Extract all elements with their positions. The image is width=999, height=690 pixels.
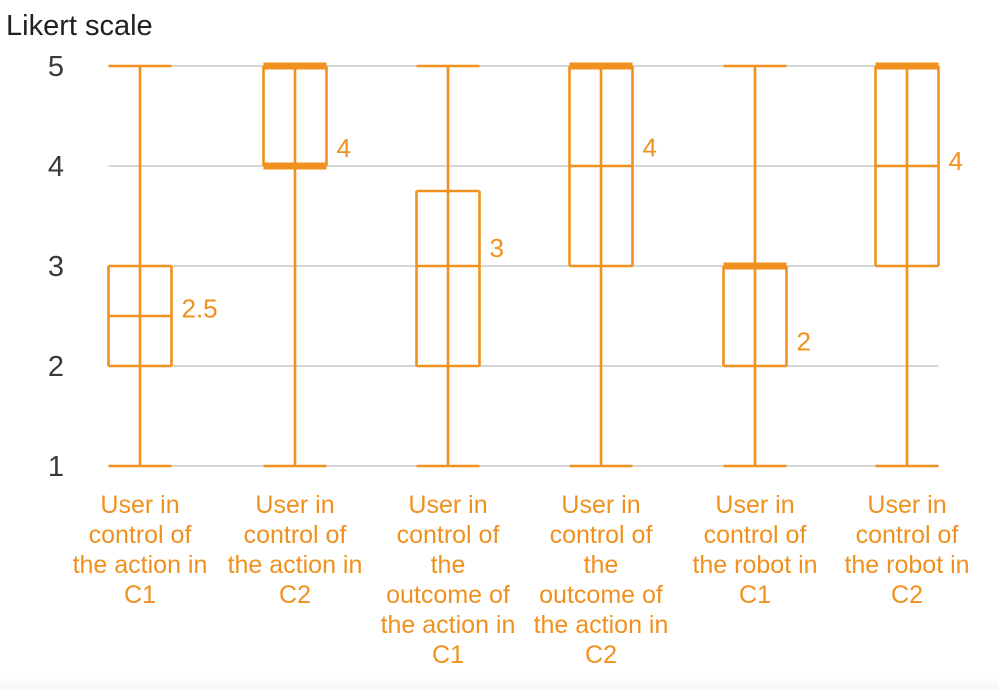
svg-text:3: 3 [48,251,64,283]
svg-text:1: 1 [48,451,64,483]
svg-text:4: 4 [48,151,64,183]
svg-text:2.5: 2.5 [182,294,218,324]
svg-text:4: 4 [643,132,657,162]
svg-text:4: 4 [337,133,351,163]
svg-text:3: 3 [490,233,504,263]
svg-text:2: 2 [48,351,64,383]
svg-text:2: 2 [797,327,811,357]
svg-text:4: 4 [949,146,963,176]
svg-text:5: 5 [48,51,64,83]
